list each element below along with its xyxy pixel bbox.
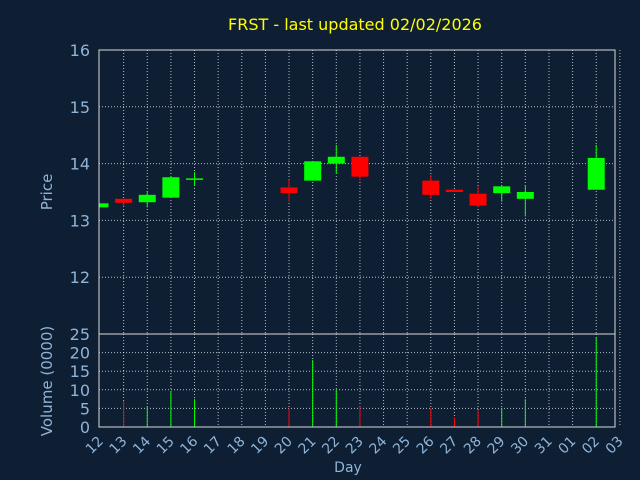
candle [469, 186, 487, 207]
candle [422, 174, 440, 199]
candle-body [304, 161, 322, 181]
price-tick-label: 14 [70, 155, 90, 174]
candle [327, 144, 345, 174]
candle-body [138, 194, 156, 203]
candles-layer [99, 144, 605, 217]
volume-tick-label: 20 [70, 344, 90, 363]
candle-body [327, 156, 345, 164]
candle-body [587, 157, 605, 190]
volume-axis-label: Volume (0000) [38, 326, 56, 436]
chart-title: FRST - last updated 02/02/2026 [228, 15, 482, 34]
candle [445, 189, 463, 192]
candle-body [186, 178, 204, 180]
volume-tick-label: 5 [80, 399, 90, 418]
candle-body [280, 187, 298, 194]
candle-body [100, 203, 109, 208]
price-tick-label: 16 [70, 41, 90, 60]
volume-tick-label: 0 [80, 418, 90, 437]
price-tick-label: 13 [70, 211, 90, 230]
candle [99, 203, 109, 208]
candle [115, 198, 133, 207]
volume-tick-label: 10 [70, 381, 90, 400]
price-tick-label: 15 [70, 98, 90, 117]
candle-body [351, 156, 369, 177]
candle [138, 192, 156, 208]
candle [587, 144, 605, 190]
candle-body [445, 189, 463, 192]
candle [280, 179, 298, 202]
candle [351, 156, 369, 181]
price-axis-label: Price [38, 174, 56, 211]
x-axis-ticks: 12 13 14 15 16 17 18 19 20 21 22 23 24 25 26 27 28 29 30 31… [83, 433, 627, 457]
x-axis-label: Day [334, 460, 362, 476]
candle-body [422, 180, 440, 195]
candle-body [162, 177, 180, 198]
candle [186, 172, 204, 186]
candle-body [469, 193, 487, 206]
volume-bars-layer [123, 337, 597, 427]
price-tick-label: 12 [70, 268, 90, 287]
candle-body [493, 186, 511, 194]
volume-tick-label: 25 [70, 325, 90, 344]
candle [304, 161, 322, 181]
volume-tick-label: 15 [70, 362, 90, 381]
candle-body [115, 198, 133, 203]
price-axis-ticks: 12 13 14 15 16 [70, 41, 90, 287]
candle-body [516, 192, 534, 199]
candle [516, 185, 534, 217]
volume-gridlines [99, 334, 621, 427]
volume-panel-frame [98, 333, 616, 428]
candle [162, 176, 180, 198]
candle [493, 186, 511, 202]
